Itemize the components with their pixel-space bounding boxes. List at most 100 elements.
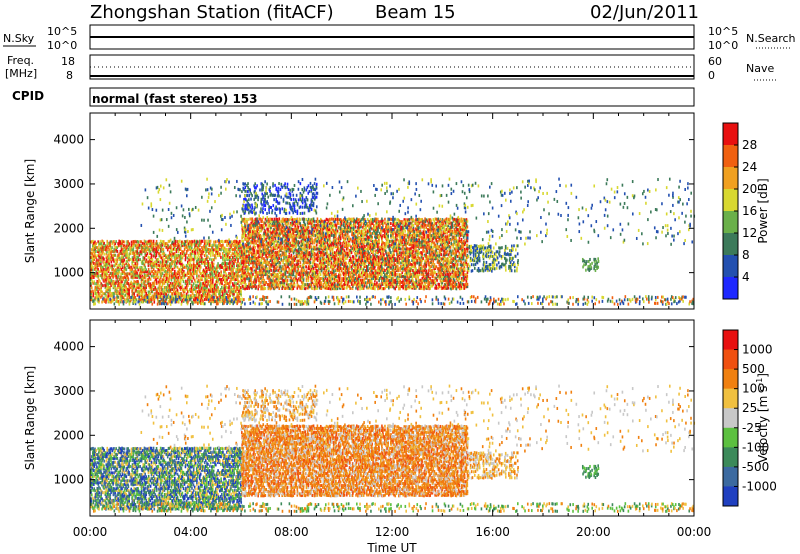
power-echo <box>148 239 151 243</box>
power-echo <box>110 264 113 268</box>
power-echo <box>110 252 112 256</box>
power-echo <box>106 244 108 248</box>
power-echo <box>293 233 296 237</box>
power-echo <box>278 217 281 221</box>
power-echo <box>97 250 99 254</box>
power-echo <box>309 261 312 265</box>
nsky-strip: N.Sky 10^5 10^0 10^5 10^0 N.Search <box>3 24 796 52</box>
power-echo <box>255 239 258 243</box>
power-echo <box>105 256 107 260</box>
power-echo <box>157 275 160 279</box>
power-echo <box>261 284 263 288</box>
power-echo <box>136 250 139 254</box>
power-echo <box>111 268 113 272</box>
power-echo <box>109 276 111 280</box>
power-echo <box>107 260 109 264</box>
power-echo <box>212 262 215 266</box>
power-echo <box>98 287 100 291</box>
power-echo <box>257 270 260 274</box>
power-echo <box>105 288 108 292</box>
power-echo <box>116 249 119 253</box>
power-echo <box>105 278 107 282</box>
power-echo <box>215 256 217 260</box>
power-echo <box>106 257 108 261</box>
power-echo <box>307 225 310 229</box>
power-echo <box>107 279 110 283</box>
power-echo <box>267 247 269 251</box>
power-echo <box>109 288 111 292</box>
power-echo <box>90 251 92 255</box>
power-echo <box>110 283 112 287</box>
power-echo <box>105 264 107 268</box>
power-echo <box>180 260 183 264</box>
power-echo <box>304 223 307 227</box>
power-echo <box>94 267 96 271</box>
power-echo <box>115 240 117 244</box>
power-echo <box>99 280 101 284</box>
power-echo <box>207 282 209 286</box>
nsearch-tick-top: 10^5 <box>708 25 738 38</box>
power-echo <box>92 268 94 272</box>
power-echo <box>191 279 193 283</box>
power-echo <box>253 249 255 253</box>
power-echo <box>107 292 110 296</box>
nsky-tick-top: 10^5 <box>47 25 77 38</box>
power-echo <box>258 258 260 262</box>
power-echo <box>255 285 257 289</box>
freq-label: Freq. <box>7 54 34 67</box>
power-echo <box>123 240 126 244</box>
power-echo <box>182 280 185 284</box>
power-echo <box>305 279 308 283</box>
power-echo <box>95 242 97 246</box>
power-echo <box>287 221 290 225</box>
power-echo <box>192 282 195 286</box>
power-echo <box>345 241 348 245</box>
power-echo <box>179 239 181 243</box>
power-echo <box>93 275 95 279</box>
power-echo <box>104 248 106 252</box>
power-echo <box>93 256 95 260</box>
power-echo <box>101 256 103 260</box>
power-echo <box>109 246 112 250</box>
power-echo <box>101 294 103 298</box>
power-echo <box>103 272 105 276</box>
power-echo <box>93 257 96 261</box>
power-echo <box>99 251 101 255</box>
power-echo <box>230 285 232 289</box>
power-echo <box>332 273 335 277</box>
freq-tick-top: 18 <box>61 55 75 68</box>
power-echo <box>92 260 94 264</box>
power-echo <box>237 257 239 261</box>
power-echo <box>335 237 338 241</box>
power-echo <box>90 283 92 287</box>
power-echo <box>105 262 108 266</box>
power-echo <box>90 290 92 294</box>
power-echo <box>99 248 101 252</box>
power-echo <box>91 260 93 264</box>
power-echo <box>100 269 102 273</box>
power-echo <box>222 243 224 247</box>
power-echo <box>92 258 94 262</box>
power-echo <box>132 248 135 252</box>
date-label: 02/Jun/2011 <box>590 2 699 23</box>
power-echo <box>102 248 104 252</box>
power-echo <box>242 239 244 243</box>
nave-tick-top: 60 <box>708 55 722 68</box>
power-echo <box>128 264 130 268</box>
power-echo <box>93 241 95 245</box>
power-echo <box>311 287 314 291</box>
power-echo <box>212 248 215 252</box>
power-echo <box>246 249 248 253</box>
power-echo <box>109 286 112 290</box>
power-echo <box>111 274 113 278</box>
power-echo <box>331 277 334 281</box>
power-echo <box>92 239 94 243</box>
power-echo <box>312 266 315 270</box>
power-echo <box>94 254 96 258</box>
power-echo <box>216 270 219 274</box>
power-echo <box>103 260 105 264</box>
power-echo <box>159 260 162 264</box>
power-echo <box>348 253 351 257</box>
power-echo <box>256 217 258 221</box>
power-echo <box>232 252 234 256</box>
